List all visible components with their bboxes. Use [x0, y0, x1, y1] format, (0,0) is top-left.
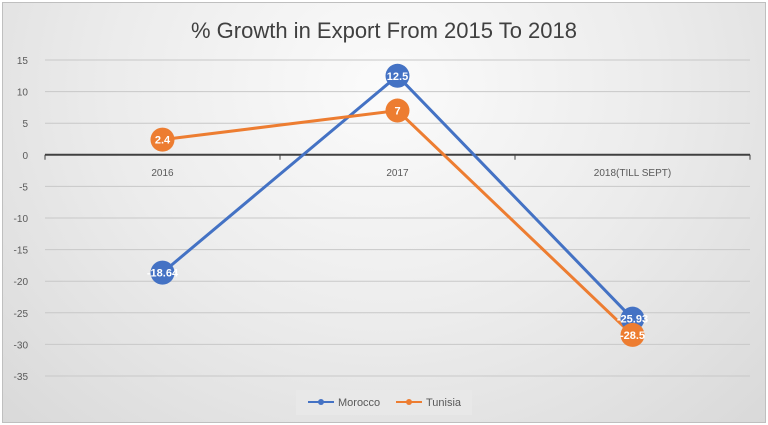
y-tick-label: -15: [14, 246, 29, 257]
data-label: -28.5: [620, 330, 645, 342]
x-tick-label: 2018(TILL SEPT): [594, 168, 671, 179]
data-point-tunisia: [620, 322, 645, 347]
data-point-tunisia: [150, 127, 175, 152]
data-label: -18.64: [147, 268, 179, 280]
data-label: -25.93: [617, 314, 648, 326]
y-tick-label: 0: [22, 151, 28, 162]
data-label: 12.5: [387, 71, 408, 83]
data-point-morocco: [150, 260, 175, 285]
legend-marker: [318, 399, 324, 405]
data-point-morocco: [385, 63, 410, 88]
y-tick-label: 15: [17, 56, 29, 67]
y-tick-label: -30: [14, 340, 29, 351]
legend-label: Morocco: [338, 397, 380, 409]
legend-marker: [406, 399, 412, 405]
y-tick-label: -35: [14, 372, 29, 383]
y-tick-label: -25: [14, 309, 29, 320]
chart-title: % Growth in Export From 2015 To 2018: [191, 18, 577, 43]
series-line-tunisia: [162, 108, 634, 337]
y-tick-label: -5: [19, 182, 28, 193]
legend-label: Tunisia: [426, 397, 462, 409]
data-point-tunisia: [385, 98, 410, 123]
x-tick-label: 2016: [151, 168, 174, 179]
y-tick-label: 5: [22, 119, 28, 130]
data-label: 2.4: [155, 135, 171, 147]
y-tick-label: 10: [17, 88, 29, 99]
data-label: 7: [394, 106, 400, 118]
y-tick-label: -10: [14, 214, 29, 225]
x-tick-label: 2017: [386, 168, 409, 179]
y-tick-label: -20: [14, 277, 29, 288]
